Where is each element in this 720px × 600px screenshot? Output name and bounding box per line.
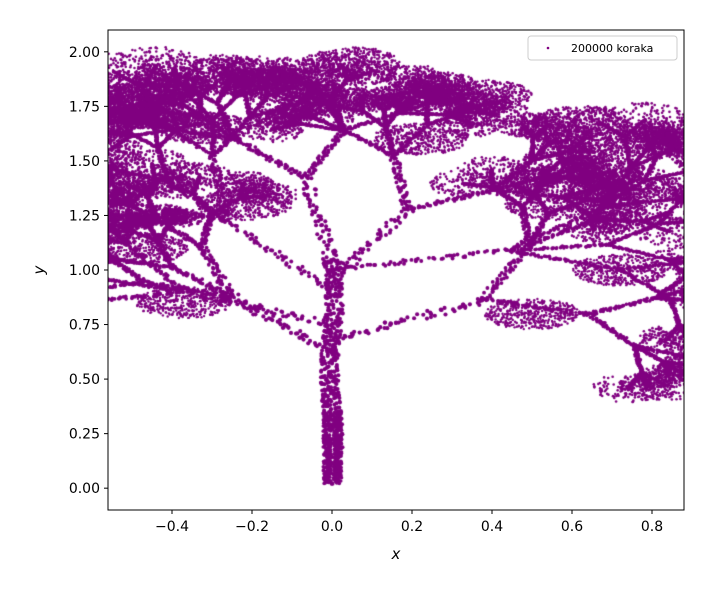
legend: 200000 koraka <box>527 35 678 61</box>
x-axis-ticks: −0.4 −0.2 0.0 0.2 0.4 0.6 0.8 <box>155 510 663 535</box>
x-tick-label: −0.2 <box>235 519 269 535</box>
x-axis-label: x <box>391 545 401 563</box>
y-axis-label: y <box>30 264 48 275</box>
scatter-point-cloud <box>108 30 684 510</box>
scatter-points <box>108 30 684 510</box>
y-tick-label: 1.00 <box>69 263 100 279</box>
x-tick-label: 0.6 <box>561 519 583 535</box>
y-tick-label: 1.75 <box>69 99 100 115</box>
y-tick-label: 0.00 <box>69 481 100 497</box>
legend-box <box>527 35 678 61</box>
y-tick-label: 2.00 <box>69 45 100 61</box>
y-tick-label: 1.50 <box>69 154 100 170</box>
y-tick-label: 0.75 <box>69 318 100 334</box>
x-tick-label: 0.2 <box>401 519 423 535</box>
y-axis-ticks: 0.00 0.25 0.50 0.75 1.00 1.25 1.50 1.75 2.00 <box>69 45 108 497</box>
legend-label: 200000 koraka <box>571 42 653 55</box>
y-tick-label: 0.50 <box>69 372 100 388</box>
x-tick-label: 0.8 <box>641 519 663 535</box>
legend-marker <box>546 46 550 50</box>
x-tick-label: 0.0 <box>321 519 343 535</box>
y-tick-label: 1.25 <box>69 208 100 224</box>
x-tick-label: −0.4 <box>155 519 189 535</box>
y-tick-label: 0.25 <box>69 427 100 443</box>
x-tick-label: 0.4 <box>481 519 503 535</box>
